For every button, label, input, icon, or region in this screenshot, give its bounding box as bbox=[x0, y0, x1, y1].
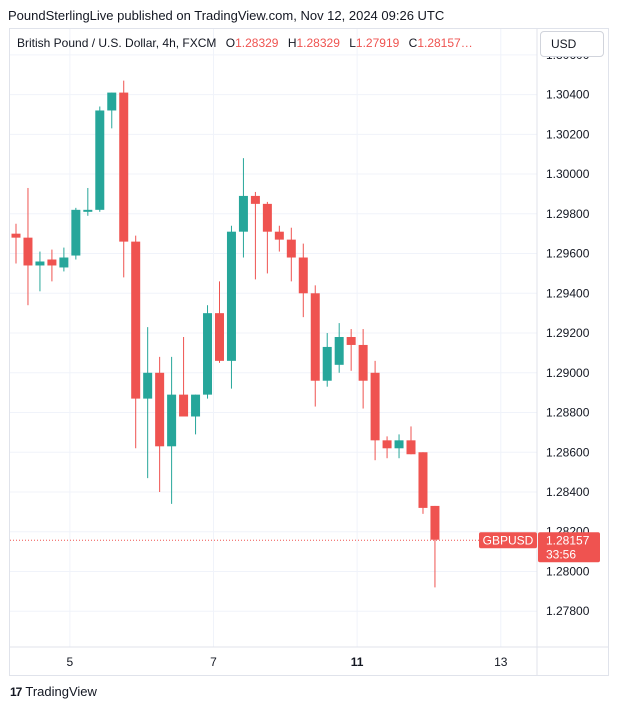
last-price-countdown: 33:56 bbox=[546, 547, 576, 561]
candle-body bbox=[83, 209, 93, 212]
candle-body bbox=[47, 259, 57, 266]
y-tick-label: 1.29600 bbox=[546, 247, 590, 261]
chart-panel[interactable] bbox=[9, 28, 609, 676]
symbol-tag-label: GBPUSD bbox=[483, 533, 534, 547]
tradingview-brand: TradingView bbox=[25, 684, 97, 699]
candle-body bbox=[23, 237, 33, 266]
candle-body bbox=[11, 233, 21, 238]
candle-body bbox=[191, 394, 201, 417]
y-tick-label: 1.30200 bbox=[546, 127, 590, 141]
last-price-value: 1.28157 bbox=[546, 533, 590, 547]
x-tick-label: 5 bbox=[67, 655, 74, 669]
legend-close-label: C bbox=[408, 36, 418, 50]
candle-body bbox=[214, 313, 224, 361]
candle-body bbox=[322, 346, 332, 381]
candle-body bbox=[95, 110, 105, 210]
y-tick-label: 1.30000 bbox=[546, 167, 590, 181]
candle-body bbox=[286, 239, 296, 258]
y-tick-label: 1.29800 bbox=[546, 207, 590, 221]
legend-high-value: 1.28329 bbox=[296, 36, 340, 50]
candle-body bbox=[358, 344, 368, 381]
legend-instrument: British Pound / U.S. Dollar, 4h, FXCM bbox=[17, 36, 217, 50]
legend-open-value: 1.28329 bbox=[235, 36, 279, 50]
legend-low-value: 1.27919 bbox=[355, 36, 400, 50]
candle-body bbox=[238, 195, 248, 232]
candle-body bbox=[107, 92, 117, 111]
candle-body bbox=[59, 257, 69, 268]
candle-body bbox=[394, 440, 404, 449]
y-tick-label: 1.29400 bbox=[546, 286, 590, 300]
candle-body bbox=[203, 313, 213, 395]
legend-open-label: O bbox=[225, 36, 236, 50]
candle-body bbox=[35, 261, 45, 266]
y-tick-label: 1.28800 bbox=[546, 406, 590, 420]
candle-body bbox=[226, 231, 236, 361]
y-tick-label: 1.29000 bbox=[546, 366, 590, 380]
candle-body bbox=[274, 231, 284, 240]
publish-caption: PoundSterlingLive published on TradingVi… bbox=[8, 8, 445, 23]
candle-body bbox=[167, 394, 177, 447]
tradingview-logo-icon: 17 bbox=[10, 684, 22, 699]
legend-close-value: 1.28157… bbox=[417, 36, 473, 50]
candle-body bbox=[310, 293, 320, 381]
candle-body bbox=[71, 209, 81, 256]
candle-body bbox=[418, 452, 428, 508]
candle-body bbox=[179, 394, 189, 417]
y-tick-label: 1.28600 bbox=[546, 445, 590, 459]
currency-selector[interactable]: USD bbox=[540, 31, 604, 57]
legend-low-label: L bbox=[349, 36, 356, 50]
candle-body bbox=[334, 337, 344, 365]
y-tick-label: 1.28000 bbox=[546, 564, 590, 578]
candle-body bbox=[406, 440, 416, 455]
y-tick-label: 1.27800 bbox=[546, 604, 590, 618]
x-tick-label: 7 bbox=[210, 655, 217, 669]
symbol-tag-bg bbox=[479, 532, 537, 549]
y-tick-label: 1.29200 bbox=[546, 326, 590, 340]
candle-body bbox=[430, 505, 440, 540]
y-tick-label: 1.28400 bbox=[546, 485, 590, 499]
candle-body bbox=[382, 440, 392, 449]
candle-body bbox=[250, 195, 260, 204]
candle-body bbox=[143, 372, 153, 399]
x-tick-label: 11 bbox=[351, 655, 364, 669]
candle-body bbox=[155, 372, 165, 447]
candle-body bbox=[262, 203, 272, 232]
x-tick-label: 13 bbox=[494, 655, 508, 669]
candle-body bbox=[131, 241, 141, 399]
candle-body bbox=[119, 92, 129, 242]
candle-body bbox=[370, 372, 380, 441]
tradingview-footer[interactable]: 17 TradingView bbox=[10, 684, 97, 699]
candle-body bbox=[346, 337, 356, 345]
ohlc-legend: British Pound / U.S. Dollar, 4h, FXCM O1… bbox=[17, 36, 473, 50]
last-price-tag-bg bbox=[538, 532, 600, 563]
y-tick-label: 1.30400 bbox=[546, 88, 590, 102]
legend-high-label: H bbox=[287, 36, 297, 50]
candle-body bbox=[298, 257, 308, 294]
